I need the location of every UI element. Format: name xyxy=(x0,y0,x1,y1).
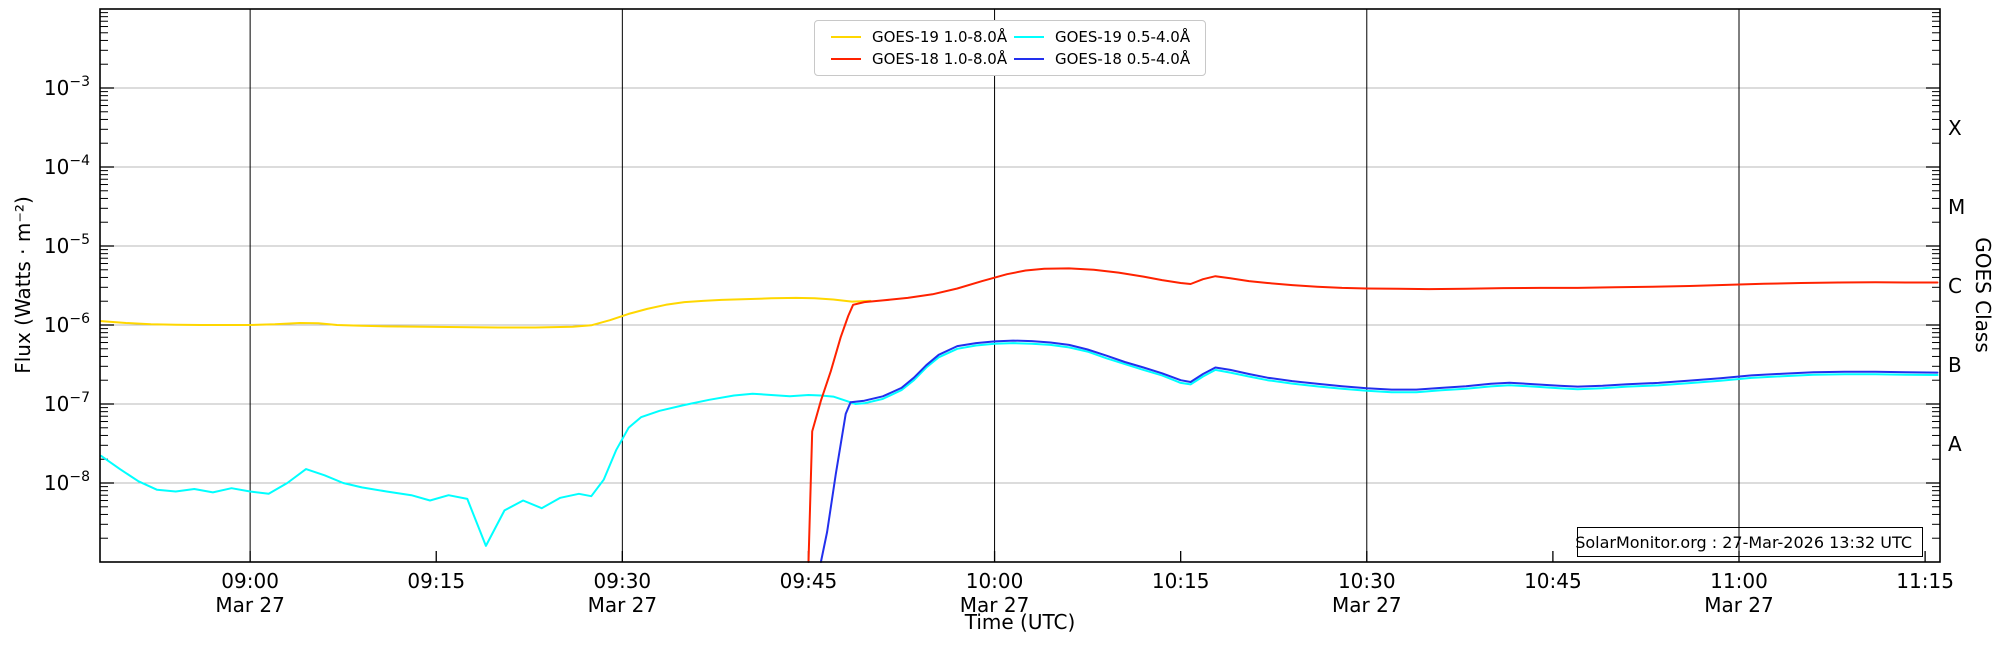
plot-border xyxy=(99,8,1941,563)
legend-item-goes19-long: GOES-19 1.0-8.0Å xyxy=(831,26,1014,48)
y-tick-label: 10−8 xyxy=(44,469,90,495)
goes-class-letter-b: B xyxy=(1948,352,1962,377)
x-tick-label: 09:30 xyxy=(594,569,652,593)
y-axis-title-goes-class: GOES Class xyxy=(1971,237,1995,353)
x-tick-label: 09:00 xyxy=(221,569,279,593)
x-tick-label: 10:15 xyxy=(1152,569,1210,593)
legend-label: GOES-18 1.0-8.0Å xyxy=(872,50,1008,68)
x-tick-label: 09:15 xyxy=(407,569,465,593)
legend-label: GOES-19 1.0-8.0Å xyxy=(872,28,1008,46)
chart-legend: GOES-19 1.0-8.0Å GOES-18 1.0-8.0Å GOES-1… xyxy=(814,20,1206,76)
v-gridlines xyxy=(249,9,1740,562)
axis-ticks xyxy=(100,12,1940,539)
x-ticks xyxy=(249,551,1926,562)
x-tick-date-label: Mar 27 xyxy=(588,593,658,617)
x-axis-title-time: Time (UTC) xyxy=(964,610,1076,634)
x-tick-date-label: Mar 27 xyxy=(1704,593,1774,617)
x-tick-date-label: Mar 27 xyxy=(215,593,285,617)
series-line-goes-18-0-5-4-0- xyxy=(819,339,1939,563)
series-line-goes-18-1-0-8-0- xyxy=(807,267,1939,563)
x-tick-label: 10:00 xyxy=(966,569,1024,593)
x-tick-label: 11:15 xyxy=(1896,569,1954,593)
legend-line-swatch-red xyxy=(831,58,861,60)
timestamp-annotation-text: SolarMonitor.org : 27-Mar-2026 13:32 UTC xyxy=(1575,532,1912,552)
legend-item-goes19-short: GOES-19 0.5-4.0Å xyxy=(1014,26,1197,48)
y-tick-label: 10−7 xyxy=(44,390,90,416)
legend-label: GOES-18 0.5-4.0Å xyxy=(1055,50,1191,68)
x-tick-date-label: Mar 27 xyxy=(1332,593,1402,617)
y-tick-label: 10−5 xyxy=(44,232,90,258)
x-tick-label: 09:45 xyxy=(780,569,838,593)
y-axis-title-flux: Flux (Watts · m⁻²) xyxy=(11,196,35,374)
goes-class-letter-x: X xyxy=(1948,115,1962,140)
timestamp-annotation-box: SolarMonitor.org : 27-Mar-2026 13:32 UTC xyxy=(1575,527,1923,557)
legend-line-swatch-blue xyxy=(1014,58,1044,60)
y-tick-labels: 10−3 10−4 10−5 10−6 10−7 10−8 xyxy=(44,74,90,495)
legend-item-goes18-short: GOES-18 0.5-4.0Å xyxy=(1014,48,1197,70)
goes-class-letter-a: A xyxy=(1948,431,1962,456)
x-tick-label: 10:30 xyxy=(1338,569,1396,593)
goes-class-letter-m: M xyxy=(1948,194,1966,219)
goes-class-letter-c: C xyxy=(1948,273,1962,298)
y-tick-label: 10−3 xyxy=(44,74,90,100)
x-tick-label: 10:45 xyxy=(1524,569,1582,593)
series-line-goes-19-1-0-8-0- xyxy=(100,296,872,329)
legend-item-goes18-long: GOES-18 1.0-8.0Å xyxy=(831,48,1014,70)
y-tick-label: 10−4 xyxy=(44,153,90,179)
legend-label: GOES-19 0.5-4.0Å xyxy=(1055,28,1191,46)
legend-line-swatch-yellow xyxy=(831,36,861,38)
x-tick-date-label: Mar 27 xyxy=(960,593,1030,617)
legend-line-swatch-cyan xyxy=(1014,36,1044,38)
h-gridlines xyxy=(100,87,1940,484)
y-tick-label: 10−6 xyxy=(44,311,90,337)
series-line-goes-19-0-5-4-0- xyxy=(100,342,1939,547)
x-tick-label: 11:00 xyxy=(1710,569,1768,593)
